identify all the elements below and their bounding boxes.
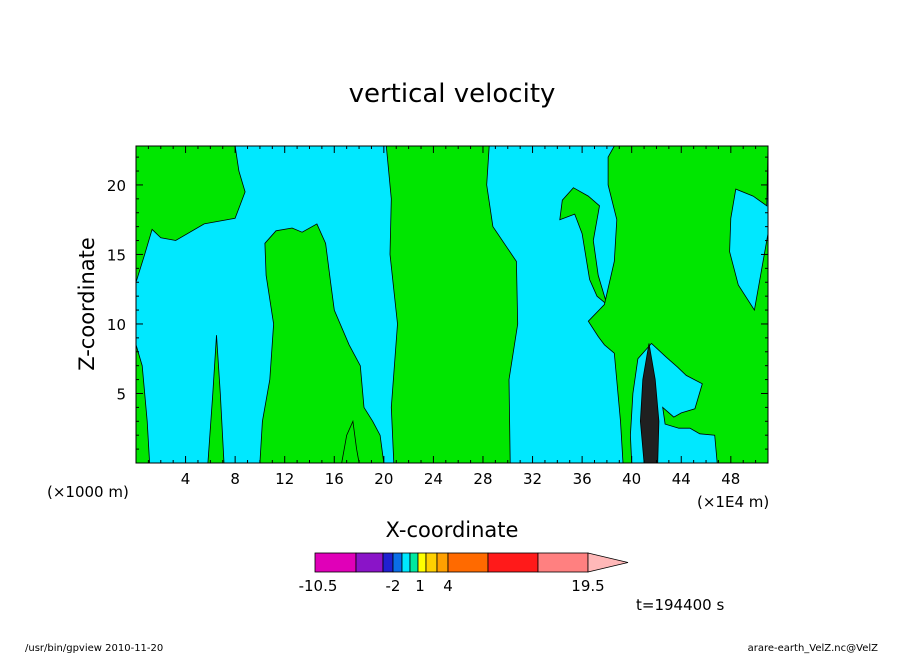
- colorbar-label: 1: [415, 577, 425, 595]
- x-unit-right: (×1E4 m): [697, 493, 769, 511]
- colorbar: [314, 552, 629, 573]
- colorbar-label: -10.5: [299, 577, 338, 595]
- x-tick-label: 32: [523, 470, 542, 488]
- contour-region-green-band-40: [587, 146, 768, 463]
- x-tick-label: 8: [230, 470, 240, 488]
- x-tick-label: 40: [622, 470, 641, 488]
- contour-region-green-spike-18: [341, 419, 360, 463]
- colorbar-label: 4: [443, 577, 453, 595]
- footer-right: arare-earth_VelZ.nc@VelZ: [748, 643, 879, 654]
- x-axis-label: X-coordinate: [386, 518, 519, 542]
- y-axis-ticks: 5 10 15 20: [107, 156, 768, 450]
- contour-region-green-band-14: [259, 223, 385, 463]
- contour-regions: [136, 146, 768, 463]
- contour-region-green-spike-6: [207, 335, 225, 463]
- x-tick-label: 12: [275, 470, 294, 488]
- colorbar-segment: [417, 552, 427, 573]
- y-tick-label: 10: [107, 316, 126, 334]
- plot-area: [135, 145, 769, 464]
- colorbar-arrow: [587, 552, 629, 573]
- plot-frame: [135, 145, 769, 464]
- colorbar-segment: [314, 552, 357, 573]
- x-axis-ticks: 4 8 12 16 20 24 28 32 36 40 44 48: [147, 146, 757, 488]
- colorbar-segment: [436, 552, 449, 573]
- y-tick-label: 20: [107, 177, 126, 195]
- contour-region-black-core-41: [639, 343, 660, 463]
- x-tick-label: 16: [325, 470, 344, 488]
- x-tick-label: 4: [181, 470, 191, 488]
- colorbar-segment: [487, 552, 539, 573]
- chart-title: vertical velocity: [349, 79, 556, 109]
- y-tick-label: 15: [107, 246, 126, 264]
- colorbar-segment: [409, 552, 419, 573]
- contour-region-green-band-25: [385, 146, 519, 463]
- colorbar-segment: [392, 552, 403, 573]
- colorbar-segment: [447, 552, 489, 573]
- colorbar-segment: [382, 552, 394, 573]
- contour-region-green-left-top: [136, 146, 246, 283]
- y-axis-label: Z-coordinate: [75, 237, 99, 371]
- contour-region-green-band-36: [559, 187, 608, 306]
- colorbar-label: 19.5: [571, 577, 604, 595]
- x-tick-label: 28: [473, 470, 492, 488]
- y-tick-label: 5: [116, 385, 126, 403]
- colorbar-segment: [401, 552, 411, 573]
- time-label: t=194400 s: [636, 596, 724, 614]
- colorbar-segment: [355, 552, 384, 573]
- x-tick-label: 36: [573, 470, 592, 488]
- colorbar-segment: [537, 552, 589, 573]
- x-tick-label: 48: [721, 470, 740, 488]
- x-unit-left: (×1000 m): [47, 483, 129, 501]
- footer-left: /usr/bin/gpview 2010-11-20: [25, 643, 163, 654]
- contour-region-green-left-strip: [136, 344, 151, 463]
- colorbar-labels: -10.5 -2 1 4 19.5: [299, 577, 605, 595]
- colorbar-label: -2: [386, 577, 401, 595]
- x-tick-label: 24: [424, 470, 443, 488]
- x-tick-label: 44: [672, 470, 691, 488]
- colorbar-segment: [425, 552, 438, 573]
- x-tick-label: 20: [374, 470, 393, 488]
